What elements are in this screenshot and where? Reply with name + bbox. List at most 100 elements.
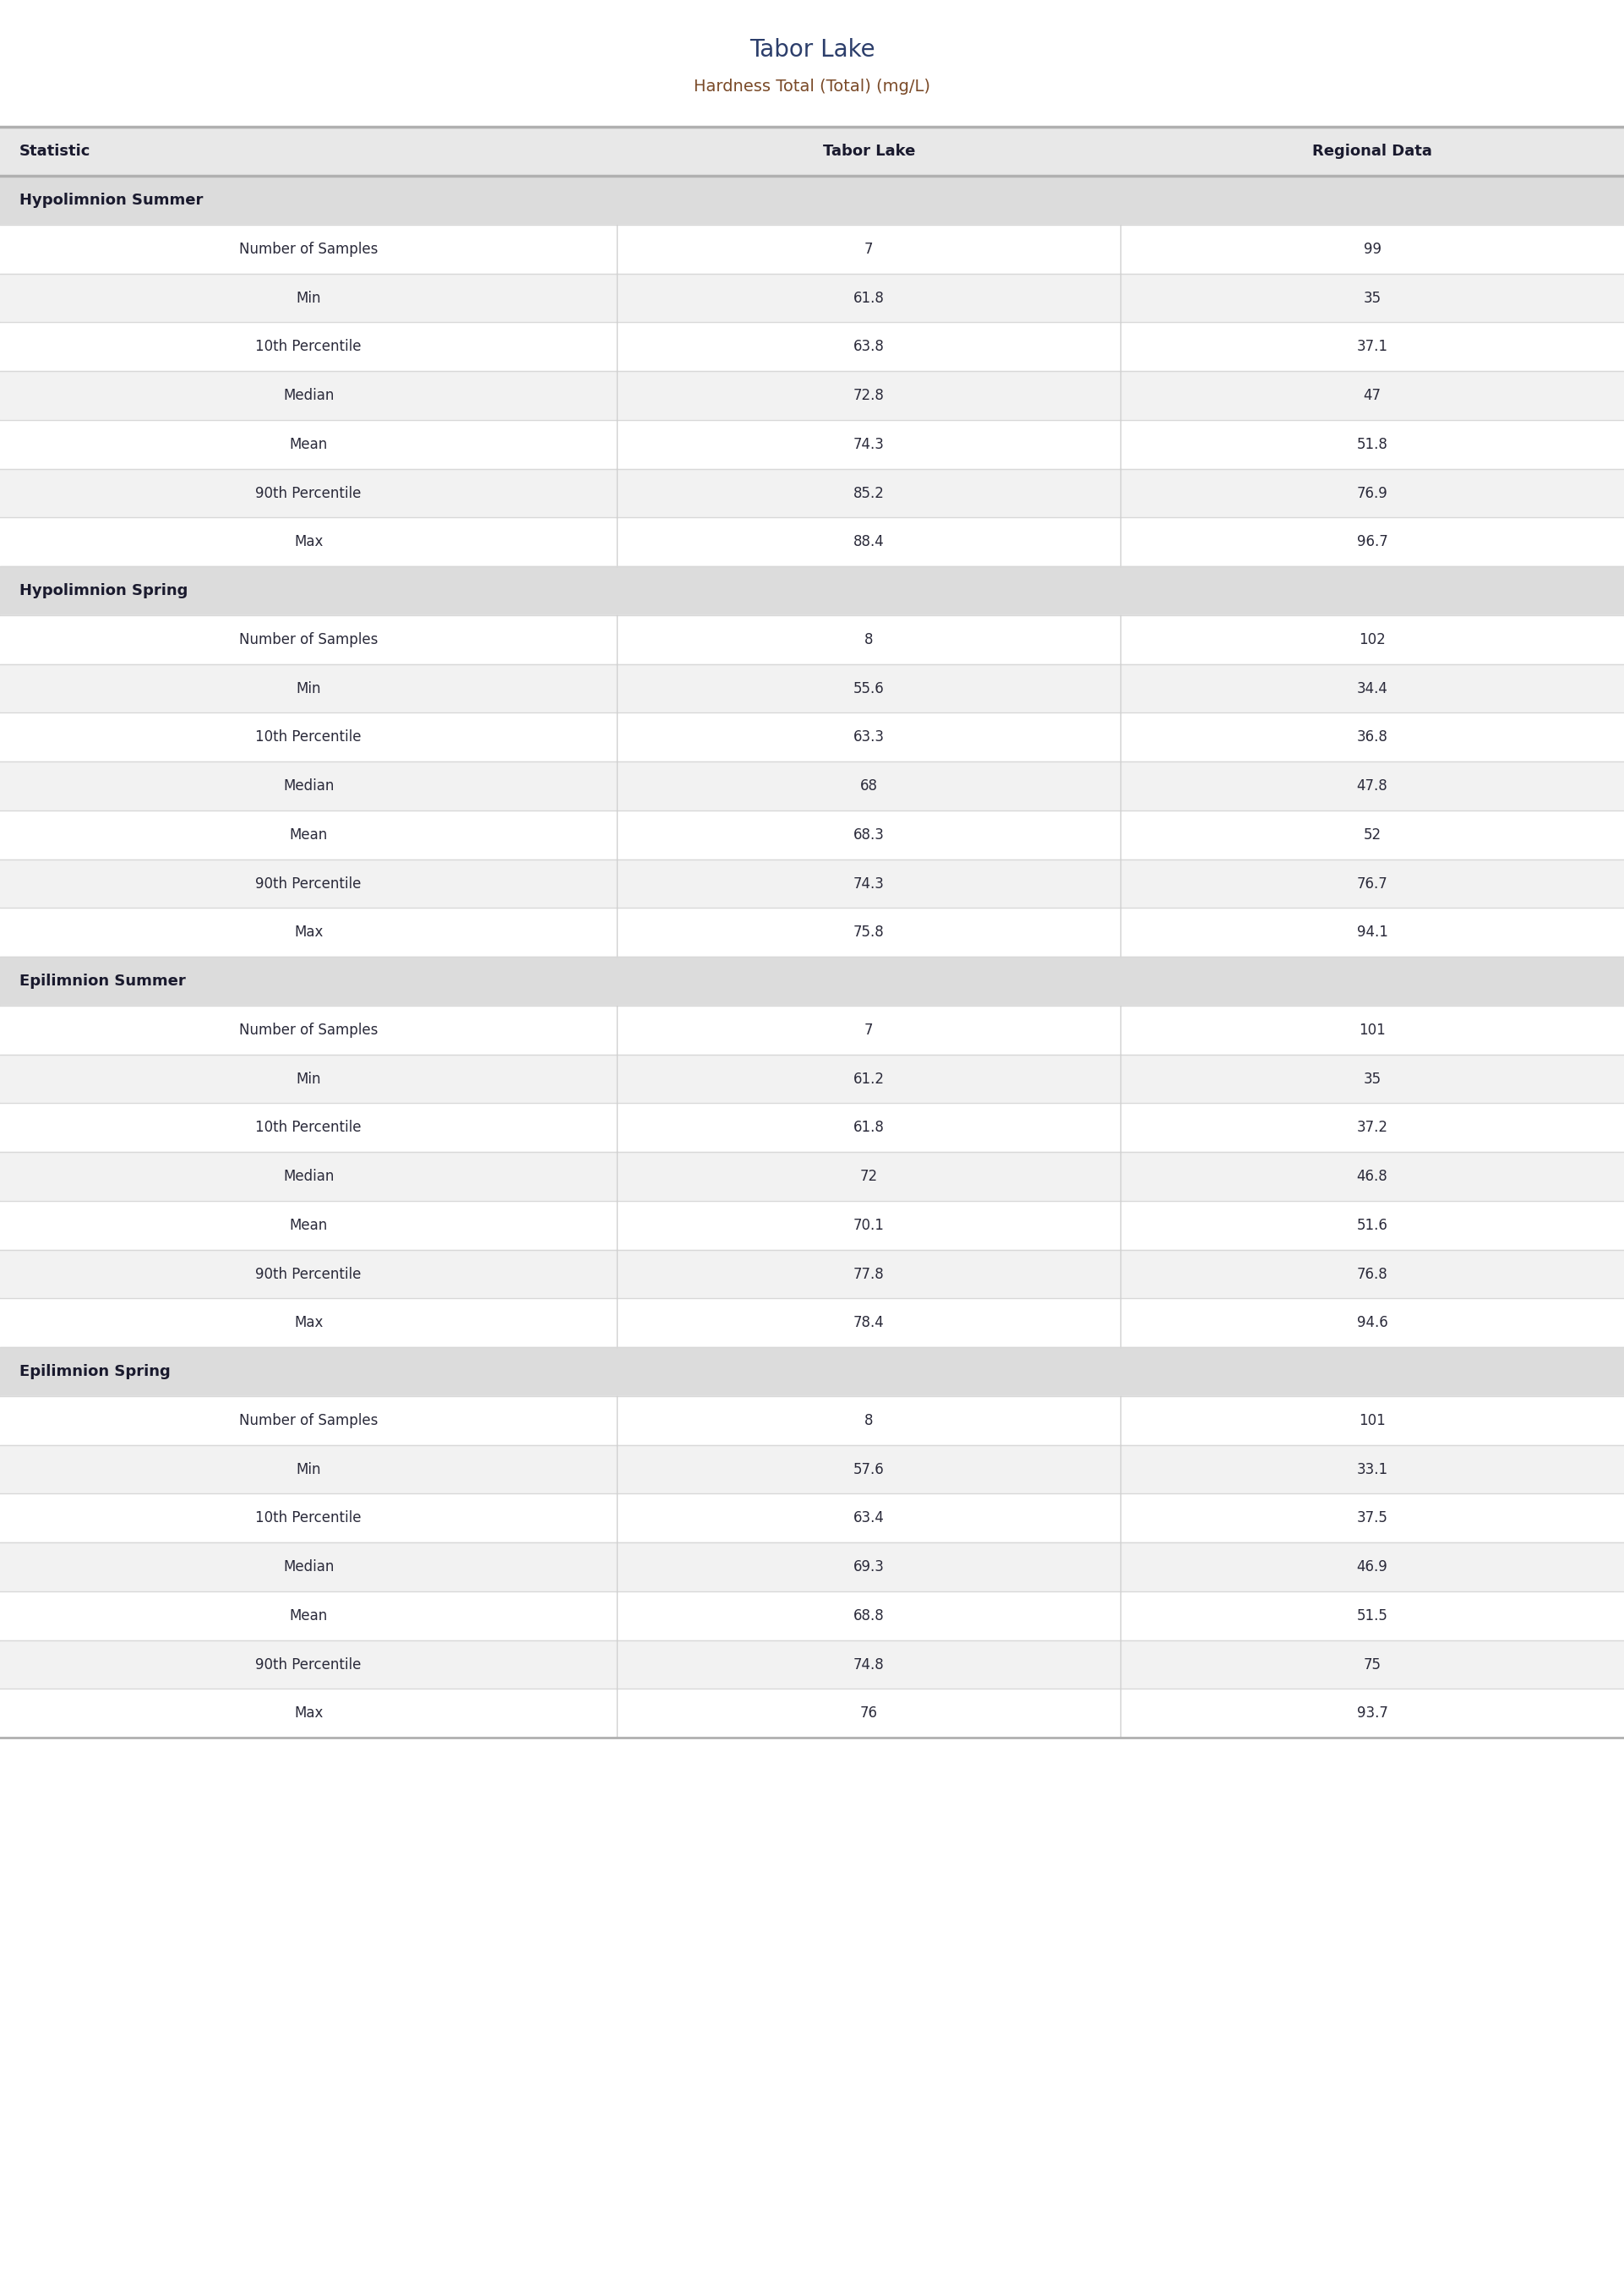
Text: 77.8: 77.8: [853, 1267, 885, 1283]
Text: Number of Samples: Number of Samples: [239, 1022, 378, 1037]
Text: 34.4: 34.4: [1356, 681, 1389, 697]
Text: 85.2: 85.2: [853, 486, 885, 502]
Text: 72: 72: [861, 1169, 877, 1185]
Text: 10th Percentile: 10th Percentile: [255, 1510, 362, 1525]
Text: 46.9: 46.9: [1356, 1559, 1389, 1575]
Text: 90th Percentile: 90th Percentile: [255, 876, 362, 892]
Text: 101: 101: [1359, 1022, 1385, 1037]
Text: 76: 76: [861, 1705, 877, 1721]
Text: Hypolimnion Spring: Hypolimnion Spring: [19, 583, 188, 599]
Text: Max: Max: [294, 533, 323, 549]
Text: 94.1: 94.1: [1356, 924, 1389, 940]
Text: 75.8: 75.8: [853, 924, 885, 940]
Text: Epilimnion Summer: Epilimnion Summer: [19, 974, 185, 990]
Text: Hardness Total (Total) (mg/L): Hardness Total (Total) (mg/L): [693, 77, 931, 95]
Text: Mean: Mean: [289, 1217, 328, 1233]
Bar: [0, 177, 1624, 225]
Bar: [0, 1444, 1624, 1494]
Text: Mean: Mean: [289, 826, 328, 842]
Bar: [0, 1541, 1624, 1591]
Text: 70.1: 70.1: [853, 1217, 885, 1233]
Text: Max: Max: [294, 924, 323, 940]
Text: 63.8: 63.8: [853, 338, 885, 354]
Text: Min: Min: [296, 291, 322, 306]
Bar: [0, 468, 1624, 518]
Text: Median: Median: [283, 1169, 335, 1185]
Text: 63.3: 63.3: [853, 729, 885, 745]
Text: Max: Max: [294, 1314, 323, 1330]
Text: 88.4: 88.4: [853, 533, 885, 549]
Text: 35: 35: [1364, 1071, 1380, 1087]
Text: Tabor Lake: Tabor Lake: [823, 143, 914, 159]
Bar: [0, 565, 1624, 615]
Bar: [0, 322, 1624, 370]
Text: 76.8: 76.8: [1356, 1267, 1389, 1283]
Text: 7: 7: [864, 1022, 874, 1037]
Text: Number of Samples: Number of Samples: [239, 1412, 378, 1428]
Text: 37.5: 37.5: [1356, 1510, 1389, 1525]
Bar: [0, 127, 1624, 177]
Bar: [0, 1591, 1624, 1639]
Bar: [0, 1201, 1624, 1248]
Bar: [0, 1346, 1624, 1396]
Text: 90th Percentile: 90th Percentile: [255, 1657, 362, 1673]
Text: 68.3: 68.3: [853, 826, 885, 842]
Text: 10th Percentile: 10th Percentile: [255, 338, 362, 354]
Bar: [0, 1639, 1624, 1689]
Text: 46.8: 46.8: [1356, 1169, 1389, 1185]
Text: 55.6: 55.6: [853, 681, 885, 697]
Text: 69.3: 69.3: [853, 1559, 885, 1575]
Text: Min: Min: [296, 1071, 322, 1087]
Text: 37.1: 37.1: [1356, 338, 1389, 354]
Text: 102: 102: [1359, 631, 1385, 647]
Text: Median: Median: [283, 779, 335, 794]
Text: Regional Data: Regional Data: [1312, 143, 1432, 159]
Bar: [0, 858, 1624, 908]
Text: Median: Median: [283, 1559, 335, 1575]
Text: 33.1: 33.1: [1356, 1462, 1389, 1478]
Bar: [0, 1103, 1624, 1151]
Text: 47: 47: [1364, 388, 1380, 404]
Text: 7: 7: [864, 241, 874, 257]
Bar: [0, 1298, 1624, 1346]
Text: 35: 35: [1364, 291, 1380, 306]
Text: Statistic: Statistic: [19, 143, 91, 159]
Text: 68: 68: [861, 779, 877, 794]
Text: 61.2: 61.2: [853, 1071, 885, 1087]
Text: 8: 8: [864, 631, 874, 647]
Text: 72.8: 72.8: [853, 388, 885, 404]
Text: 10th Percentile: 10th Percentile: [255, 729, 362, 745]
Text: Hypolimnion Summer: Hypolimnion Summer: [19, 193, 203, 209]
Text: Epilimnion Spring: Epilimnion Spring: [19, 1364, 171, 1380]
Bar: [0, 1494, 1624, 1541]
Bar: [0, 1006, 1624, 1053]
Bar: [0, 908, 1624, 956]
Text: 76.9: 76.9: [1356, 486, 1389, 502]
Text: 37.2: 37.2: [1356, 1119, 1389, 1135]
Text: 68.8: 68.8: [853, 1607, 885, 1623]
Text: 10th Percentile: 10th Percentile: [255, 1119, 362, 1135]
Bar: [0, 713, 1624, 760]
Text: 61.8: 61.8: [853, 1119, 885, 1135]
Bar: [0, 810, 1624, 858]
Text: Min: Min: [296, 1462, 322, 1478]
Bar: [0, 615, 1624, 663]
Text: 94.6: 94.6: [1356, 1314, 1389, 1330]
Bar: [0, 956, 1624, 1006]
Bar: [0, 1053, 1624, 1103]
Text: 74.3: 74.3: [853, 876, 885, 892]
Bar: [0, 225, 1624, 272]
Text: 90th Percentile: 90th Percentile: [255, 486, 362, 502]
Text: Tabor Lake: Tabor Lake: [749, 39, 875, 61]
Text: 76.7: 76.7: [1356, 876, 1389, 892]
Text: 47.8: 47.8: [1356, 779, 1389, 794]
Text: 36.8: 36.8: [1356, 729, 1389, 745]
Text: 101: 101: [1359, 1412, 1385, 1428]
Text: 61.8: 61.8: [853, 291, 885, 306]
Text: 51.5: 51.5: [1356, 1607, 1389, 1623]
Text: Number of Samples: Number of Samples: [239, 631, 378, 647]
Text: 78.4: 78.4: [853, 1314, 885, 1330]
Text: 74.3: 74.3: [853, 436, 885, 452]
Bar: [0, 272, 1624, 322]
Bar: [0, 1396, 1624, 1444]
